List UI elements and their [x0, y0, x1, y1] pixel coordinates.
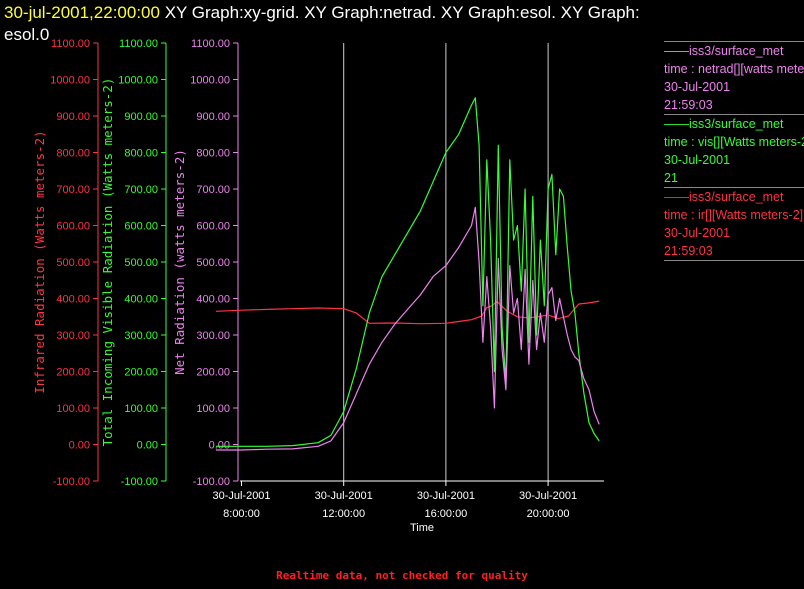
header-graph-list-cont: esol.0 — [4, 25, 50, 44]
legend-date: 30-Jul-2001 — [664, 153, 731, 167]
series-line-vis — [215, 97, 600, 447]
plot-area — [215, 97, 600, 451]
y-axes: -100.00 0.00 100.00 200.00 300.00 400.00 500.0… — [32, 38, 239, 488]
header-timestamp: 30-jul-2001,22:00:00 — [4, 3, 160, 22]
y-tick-label: 600.00 — [196, 221, 230, 233]
legend-entry-netrad: ——iss3/surface_met time : netrad[][watts… — [664, 41, 804, 114]
y-tick-label: -100.00 — [193, 476, 230, 488]
y-tick-label: 1100.00 — [191, 38, 230, 50]
y-tick-label: 400.00 — [196, 294, 230, 306]
x-tick-label-time: 16:00:00 — [424, 508, 467, 520]
y-tick-label: 700.00 — [56, 184, 90, 196]
header-title: 30-jul-2001,22:00:00 XY Graph:xy-grid. X… — [4, 2, 794, 46]
y-tick-label: 600.00 — [56, 221, 90, 233]
y-tick-label: 1000.00 — [190, 75, 230, 87]
x-tick-label-date: 30-Jul-2001 — [315, 490, 373, 502]
x-tick-label-time: 20:00:00 — [527, 508, 570, 520]
y-tick-label: -100.00 — [121, 476, 158, 488]
x-tick-label-time: 12:00:00 — [322, 508, 365, 520]
y-axis-title: Total Incoming Visible Radiation (Watts … — [100, 78, 115, 447]
y-tick-label: 500.00 — [196, 257, 230, 269]
x-axis: 30-Jul-2001 8:00:00 30-Jul-2001 12:00:00 30-… — [212, 480, 604, 534]
y-tick-label: 900.00 — [56, 111, 90, 123]
legend-entry-ir: ——iss3/surface_met time : ir[][Watts met… — [664, 187, 804, 261]
y-axis-title: Net Radiation (watts meters-2) — [172, 149, 187, 375]
y-tick-label: 500.00 — [56, 257, 90, 269]
y-tick-label: 800.00 — [56, 148, 90, 160]
legend-variable: time : netrad[][watts meters-2] — [664, 62, 804, 76]
y-tick-label: 500.00 — [124, 257, 158, 269]
grid-lines — [343, 43, 549, 481]
legend-source: ——iss3/surface_met — [664, 117, 784, 131]
y-tick-label: 1100.00 — [51, 38, 90, 50]
legend-source: ——iss3/surface_met — [664, 44, 784, 58]
x-tick-label-date: 30-Jul-2001 — [417, 490, 475, 502]
legend-date: 30-Jul-2001 — [664, 226, 731, 240]
y-tick-label: 300.00 — [124, 330, 158, 342]
y-tick-label: 200.00 — [124, 367, 158, 379]
y-tick-label: 1000.00 — [118, 75, 158, 87]
quality-disclaimer: Realtime data, not checked for quality — [276, 569, 528, 582]
legend-date: 30-Jul-2001 — [664, 80, 731, 94]
y-tick-label: -100.00 — [53, 476, 90, 488]
y-tick-label: 800.00 — [124, 148, 158, 160]
y-tick-label: 900.00 — [124, 111, 158, 123]
x-tick-label-time: 8:00:00 — [223, 508, 260, 520]
y-tick-label: 1100.00 — [119, 38, 158, 50]
y-tick-label: 200.00 — [56, 367, 90, 379]
y-tick-label: 300.00 — [196, 330, 230, 342]
legend-variable: time : ir[][Watts meters-2] — [664, 208, 804, 222]
y-tick-label: 0.00 — [209, 440, 230, 452]
y-tick-label: 600.00 — [124, 221, 158, 233]
x-axis-title: Time — [410, 522, 434, 534]
y-tick-label: 100.00 — [196, 403, 230, 415]
y-tick-label: 100.00 — [124, 403, 158, 415]
y-tick-label: 0.00 — [137, 440, 158, 452]
header-graph-list: XY Graph:xy-grid. XY Graph:netrad. XY Gr… — [164, 3, 640, 22]
legend-variable: time : vis[][Watts meters-2] — [664, 135, 804, 149]
y-tick-label: 400.00 — [124, 294, 158, 306]
legend: ——iss3/surface_met time : netrad[][watts… — [664, 41, 804, 261]
y-tick-label: 700.00 — [124, 184, 158, 196]
legend-time: 21 — [664, 171, 678, 185]
y-tick-label: 200.00 — [196, 367, 230, 379]
legend-time: 21:59:03 — [664, 98, 713, 112]
y-tick-label: 100.00 — [56, 403, 90, 415]
series-line-netrad — [215, 206, 600, 451]
x-tick-label-date: 30-Jul-2001 — [519, 490, 577, 502]
y-tick-label: 0.00 — [69, 440, 90, 452]
y-axis-title: Infrared Radiation (Watts meters-2) — [32, 130, 47, 393]
y-tick-label: 400.00 — [56, 294, 90, 306]
legend-entry-vis: ——iss3/surface_met time : vis[][Watts me… — [664, 114, 804, 187]
y-tick-label: 700.00 — [196, 184, 230, 196]
y-tick-label: 900.00 — [196, 111, 230, 123]
x-tick-label-date: 30-Jul-2001 — [212, 490, 270, 502]
legend-time: 21:59:03 — [664, 244, 713, 258]
y-tick-label: 800.00 — [196, 148, 230, 160]
y-tick-label: 300.00 — [56, 330, 90, 342]
y-tick-label: 1000.00 — [50, 75, 90, 87]
legend-source: ——iss3/surface_met — [664, 190, 784, 204]
